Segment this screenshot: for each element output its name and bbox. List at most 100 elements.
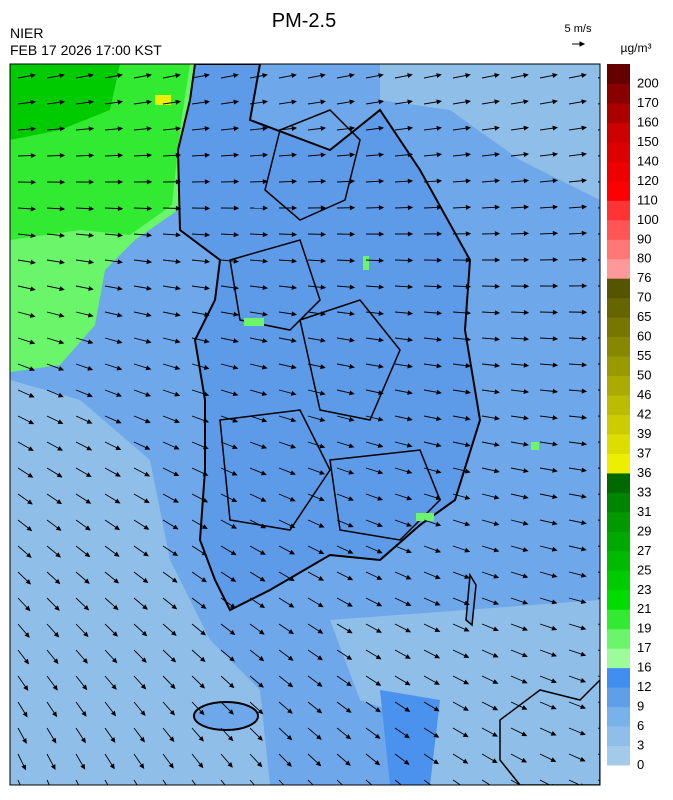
colorbar-box xyxy=(607,278,630,298)
colorbar-box xyxy=(607,746,630,766)
colorbar-box xyxy=(607,434,630,454)
colorbar-label: 50 xyxy=(637,368,651,383)
colorbar-label: 6 xyxy=(637,718,644,733)
wind-arrow-head xyxy=(463,786,467,789)
colorbar-label: 170 xyxy=(637,95,659,110)
colorbar-box xyxy=(607,161,630,181)
colorbar-label: 12 xyxy=(637,679,651,694)
wind-arrow-head xyxy=(51,791,54,795)
colorbar-label: 42 xyxy=(637,407,651,422)
colorbar-label: 100 xyxy=(637,212,659,227)
colorbar-label: 39 xyxy=(637,426,651,441)
colorbar-label: 23 xyxy=(637,582,651,597)
wind-arrow-head xyxy=(169,790,172,794)
colorbar-box xyxy=(607,200,630,220)
colorbar-box xyxy=(607,259,630,279)
colorbar-label: 29 xyxy=(637,523,651,538)
colorbar-label: 200 xyxy=(637,75,659,90)
colorbar-box xyxy=(607,317,630,337)
colorbar-box xyxy=(607,395,630,415)
colorbar-label: 120 xyxy=(637,173,659,188)
wind-arrow-head xyxy=(140,790,143,794)
colorbar-box xyxy=(607,590,630,610)
wind-arrow-head xyxy=(22,792,25,795)
colorbar-box xyxy=(607,707,630,727)
colorbar-label: 80 xyxy=(637,251,651,266)
colorbar-label: 0 xyxy=(637,757,644,772)
colorbar-box xyxy=(607,83,630,103)
colorbar: 0369121617192123252729313336373942465055… xyxy=(607,64,659,772)
colorbar-box xyxy=(607,531,630,551)
colorbar-label: 160 xyxy=(637,114,659,129)
colorbar-label: 19 xyxy=(637,621,651,636)
colorbar-box xyxy=(607,609,630,629)
colorbar-box xyxy=(607,415,630,435)
colorbar-label: 140 xyxy=(637,153,659,168)
colorbar-label: 70 xyxy=(637,290,651,305)
colorbar-box xyxy=(607,473,630,493)
colorbar-label: 27 xyxy=(637,543,651,558)
timestamp: FEB 17 2026 17:00 KST xyxy=(10,42,162,58)
wind-arrow-head xyxy=(522,785,526,788)
colorbar-box xyxy=(607,356,630,376)
colorbar-label: 150 xyxy=(637,134,659,149)
colorbar-box xyxy=(607,181,630,201)
colorbar-label: 33 xyxy=(637,484,651,499)
agency: NIER xyxy=(10,25,43,41)
colorbar-box xyxy=(607,648,630,668)
colorbar-box xyxy=(607,376,630,396)
colorbar-box xyxy=(607,239,630,259)
wind-arrow-head xyxy=(375,787,379,791)
wind-arrow-head xyxy=(346,788,350,792)
colorbar-label: 36 xyxy=(637,465,651,480)
colorbar-box xyxy=(607,492,630,512)
colorbar-box xyxy=(607,298,630,318)
colorbar-box xyxy=(607,551,630,571)
colorbar-box xyxy=(607,122,630,142)
colorbar-label: 9 xyxy=(637,699,644,714)
colorbar-label: 37 xyxy=(637,445,651,460)
colorbar-label: 55 xyxy=(637,348,651,363)
colorbar-label: 65 xyxy=(637,309,651,324)
colorbar-box xyxy=(607,570,630,590)
colorbar-label: 25 xyxy=(637,562,651,577)
colorbar-box xyxy=(607,103,630,123)
wind-arrow-head xyxy=(199,790,203,794)
wind-arrow-head xyxy=(434,787,438,791)
unit: µg/m³ xyxy=(621,41,652,55)
colorbar-label: 90 xyxy=(637,231,651,246)
colorbar-box xyxy=(607,337,630,357)
colorbar-label: 76 xyxy=(637,270,651,285)
colorbar-label: 3 xyxy=(637,738,644,753)
wind-arrow-head xyxy=(287,789,291,793)
wind-arrow-head xyxy=(257,789,261,793)
wind-arrow-head xyxy=(316,788,320,792)
colorbar-label: 110 xyxy=(637,192,658,207)
colorbar-box xyxy=(607,64,630,84)
colorbar-box xyxy=(607,512,630,532)
colorbar-label: 16 xyxy=(637,660,651,675)
wind-scale-arrow xyxy=(572,42,584,46)
title: PM-2.5 xyxy=(272,10,336,32)
colorbar-label: 21 xyxy=(637,601,651,616)
colorbar-label: 17 xyxy=(637,640,651,655)
wind-arrow-head xyxy=(81,791,84,795)
colorbar-box xyxy=(607,220,630,240)
colorbar-label: 46 xyxy=(637,387,651,402)
colorbar-box xyxy=(607,687,630,707)
wind-arrow-head xyxy=(610,784,614,787)
colorbar-label: 60 xyxy=(637,329,651,344)
wind-arrow-head xyxy=(228,789,232,793)
colorbar-label: 31 xyxy=(637,504,651,519)
wind-arrow-head xyxy=(110,791,113,795)
wind-arrow-head xyxy=(492,786,496,789)
colorbar-box xyxy=(607,629,630,649)
map-area xyxy=(10,64,615,795)
colorbar-box xyxy=(607,142,630,162)
colorbar-box xyxy=(607,668,630,688)
colorbar-box xyxy=(607,453,630,473)
wind-scale: 5 m/s xyxy=(565,23,592,35)
wind-arrow-head xyxy=(404,787,408,791)
